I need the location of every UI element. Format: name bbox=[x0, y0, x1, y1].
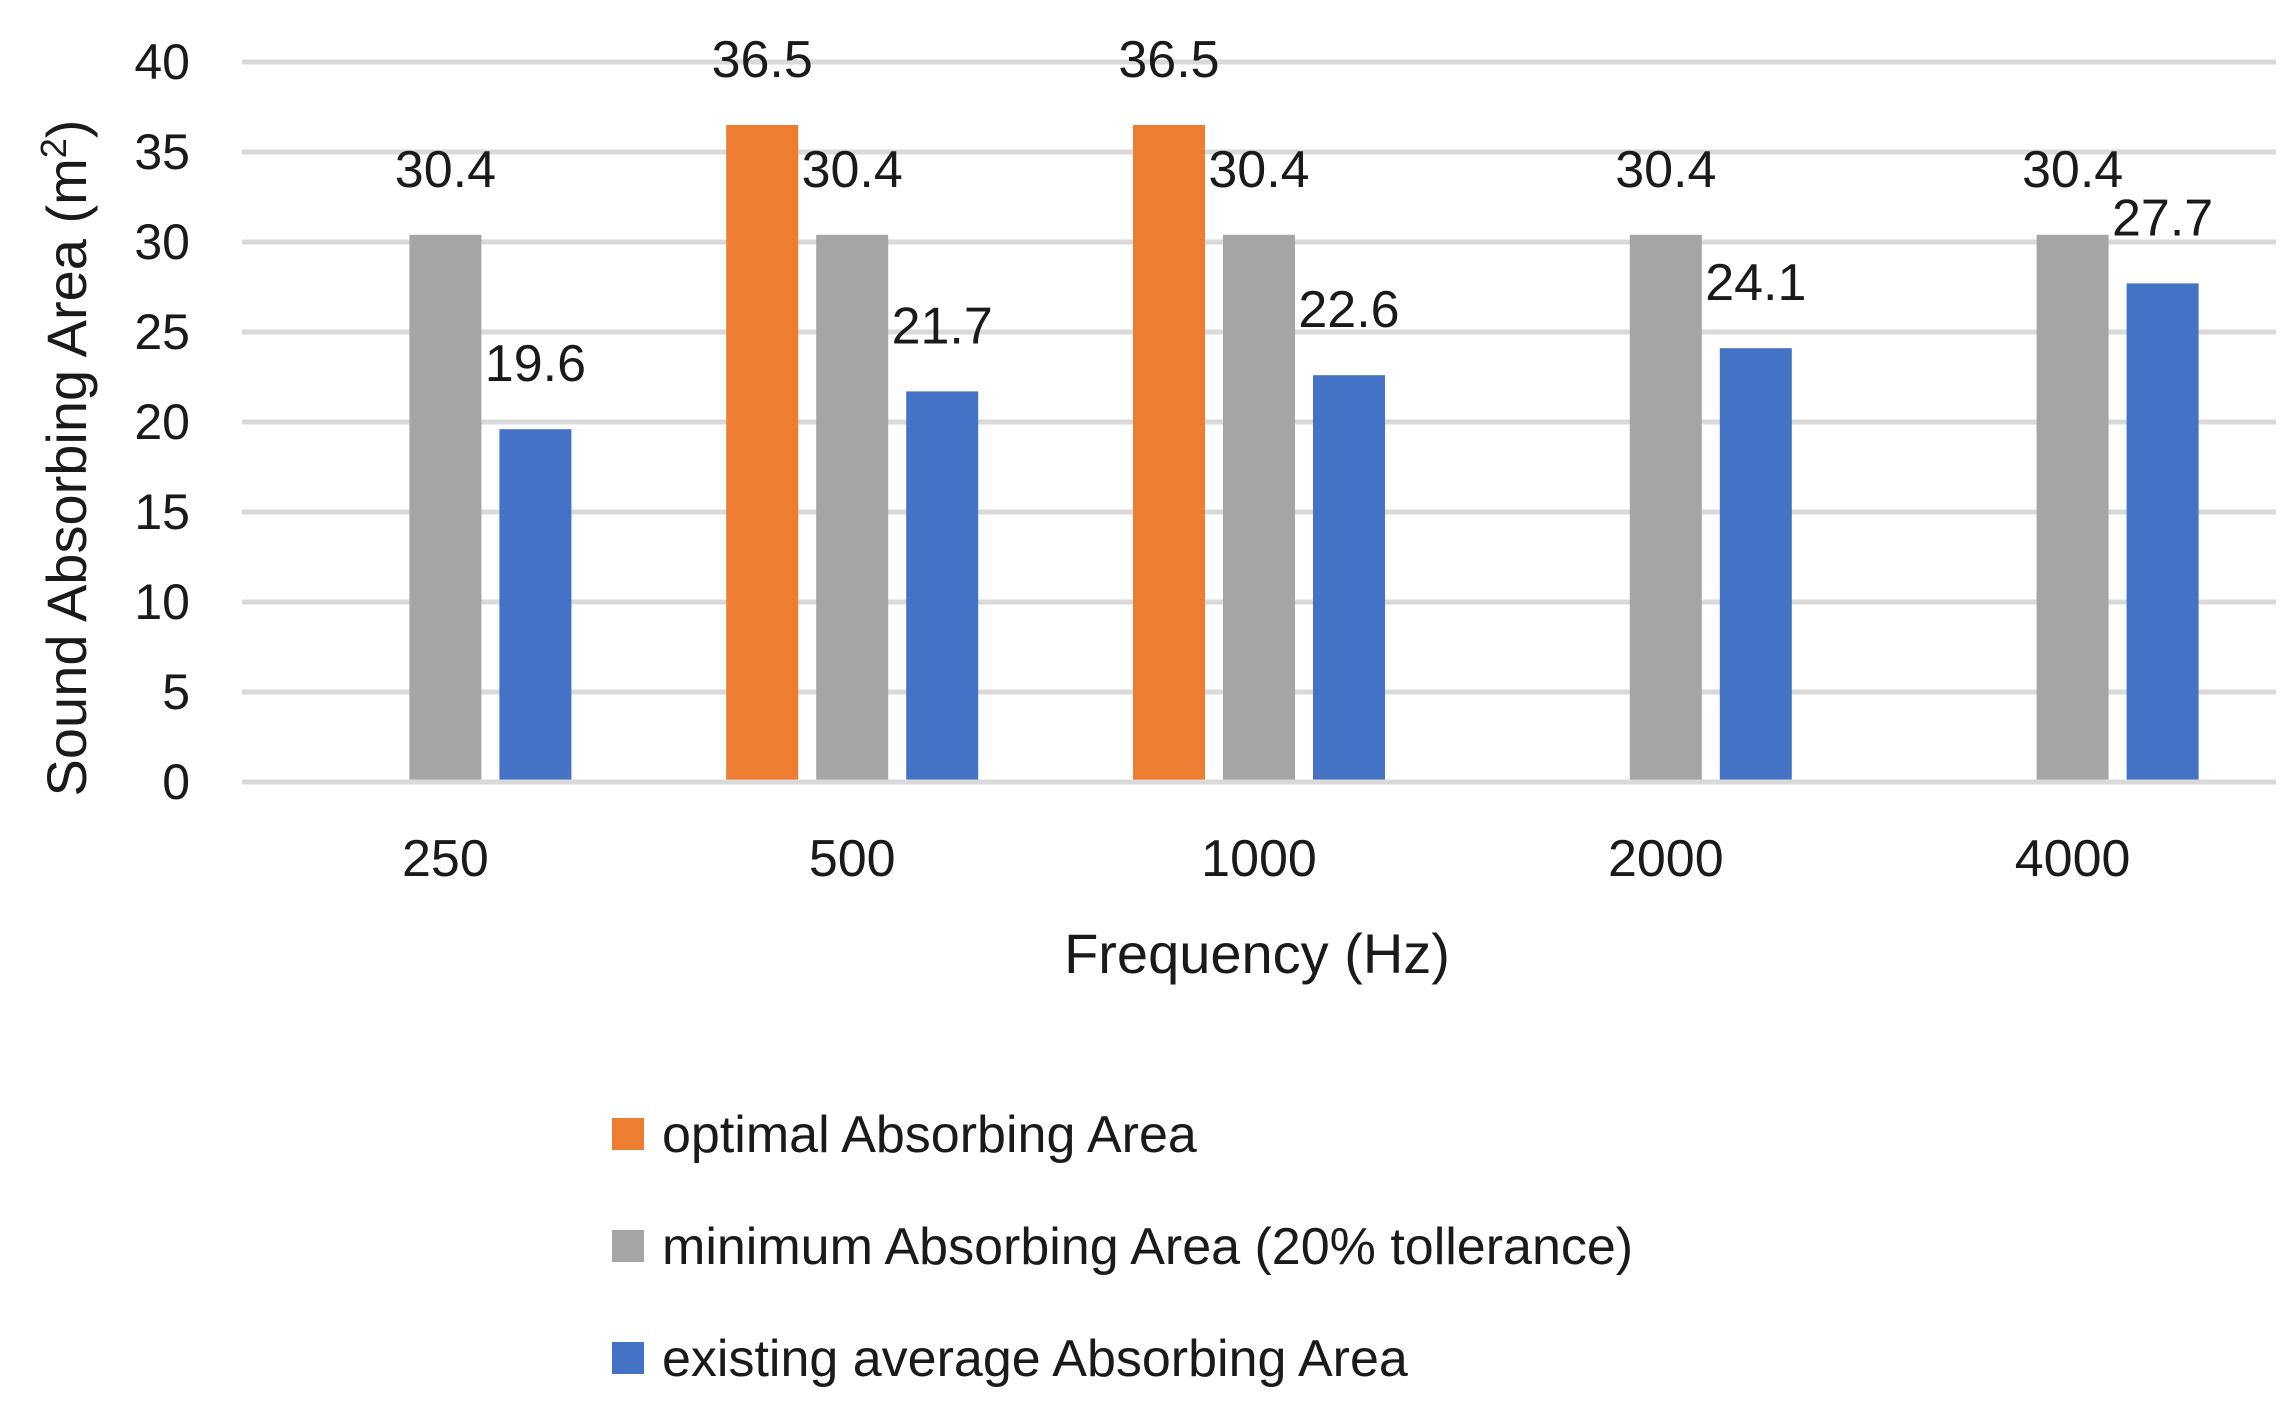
data-label: 21.7 bbox=[892, 297, 993, 355]
legend-label-1: optimal Absorbing Area bbox=[662, 1106, 1197, 1164]
legend-swatch-3 bbox=[612, 1342, 644, 1374]
x-axis-ticks: 250 500 1000 2000 4000 bbox=[402, 830, 2130, 888]
data-label: 30.4 bbox=[1615, 141, 1716, 199]
y-tick-label: 5 bbox=[162, 664, 190, 720]
x-tick-label: 2000 bbox=[1608, 830, 1724, 888]
x-axis-title: Frequency (Hz) bbox=[1064, 922, 1450, 985]
bar-series-2-2000 bbox=[1629, 234, 1702, 783]
x-tick-label: 500 bbox=[809, 830, 896, 888]
bar-series-2-4000 bbox=[2036, 234, 2109, 783]
data-label: 30.4 bbox=[395, 141, 496, 199]
data-label: 27.7 bbox=[2112, 189, 2213, 247]
legend-label-2: minimum Absorbing Area (20% tollerance) bbox=[662, 1218, 1633, 1276]
bars bbox=[242, 125, 2276, 785]
bar-series-3-1000 bbox=[1313, 375, 1385, 782]
bar-series-1-1000 bbox=[1133, 125, 1205, 782]
data-label: 30.4 bbox=[2022, 141, 2123, 199]
data-label: 36.5 bbox=[712, 31, 813, 89]
data-label: 24.1 bbox=[1705, 254, 1806, 312]
bar-series-1-500 bbox=[726, 125, 799, 782]
y-tick-label: 10 bbox=[134, 574, 190, 630]
y-tick-label: 25 bbox=[134, 304, 190, 360]
data-label: 30.4 bbox=[802, 141, 903, 199]
x-tick-label: 250 bbox=[402, 830, 489, 888]
y-tick-label: 40 bbox=[134, 34, 190, 90]
bar-series-3-250 bbox=[499, 429, 572, 782]
legend-swatch-2 bbox=[612, 1230, 644, 1262]
bar-series-3-500 bbox=[906, 391, 979, 782]
data-label: 30.4 bbox=[1208, 141, 1309, 199]
y-axis-ticks: 0 5 10 15 20 25 30 35 40 bbox=[134, 34, 190, 810]
legend-swatch-1 bbox=[612, 1118, 644, 1150]
y-axis-title-superscript: 2 bbox=[33, 138, 74, 158]
y-axis-title: Sound Absorbing Area (m2) bbox=[33, 120, 99, 797]
x-tick-label: 4000 bbox=[2015, 830, 2131, 888]
y-tick-label: 0 bbox=[162, 754, 190, 810]
data-label: 22.6 bbox=[1298, 281, 1399, 339]
bar-series-2-500 bbox=[816, 234, 889, 783]
bar-series-3-2000 bbox=[1719, 348, 1792, 782]
y-tick-label: 20 bbox=[134, 394, 190, 450]
x-tick-label: 1000 bbox=[1201, 830, 1317, 888]
legend-label-3: existing average Absorbing Area bbox=[662, 1330, 1408, 1388]
data-labels: 30.4 19.6 36.5 30.4 21.7 36.5 30.4 22.6 30.4 24.1… bbox=[395, 31, 2213, 393]
y-tick-label: 35 bbox=[134, 124, 190, 180]
y-axis-title-main: Sound Absorbing Area (m bbox=[35, 158, 98, 796]
data-label: 36.5 bbox=[1118, 31, 1219, 89]
y-axis-title-close: ) bbox=[35, 120, 98, 139]
legend: optimal Absorbing Area minimum Absorbing … bbox=[612, 1106, 1633, 1388]
data-label: 19.6 bbox=[485, 335, 586, 393]
bar-series-2-250 bbox=[409, 234, 482, 783]
y-tick-label: 15 bbox=[134, 484, 190, 540]
bar-series-3-4000 bbox=[2126, 283, 2199, 782]
y-tick-label: 30 bbox=[134, 214, 190, 270]
bar-series-2-1000 bbox=[1223, 234, 1295, 783]
